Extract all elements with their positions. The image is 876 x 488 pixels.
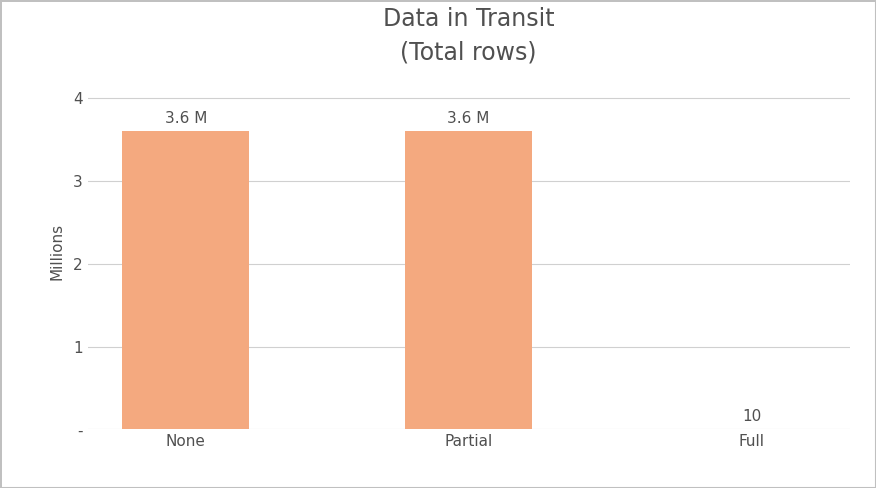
Bar bbox=[123, 131, 250, 429]
Title: Data in Transit
(Total rows): Data in Transit (Total rows) bbox=[383, 7, 555, 64]
Bar bbox=[405, 131, 533, 429]
Y-axis label: Millions: Millions bbox=[50, 223, 65, 280]
Text: 10: 10 bbox=[742, 409, 761, 425]
Text: 3.6 M: 3.6 M bbox=[448, 111, 490, 126]
Text: 3.6 M: 3.6 M bbox=[165, 111, 207, 126]
